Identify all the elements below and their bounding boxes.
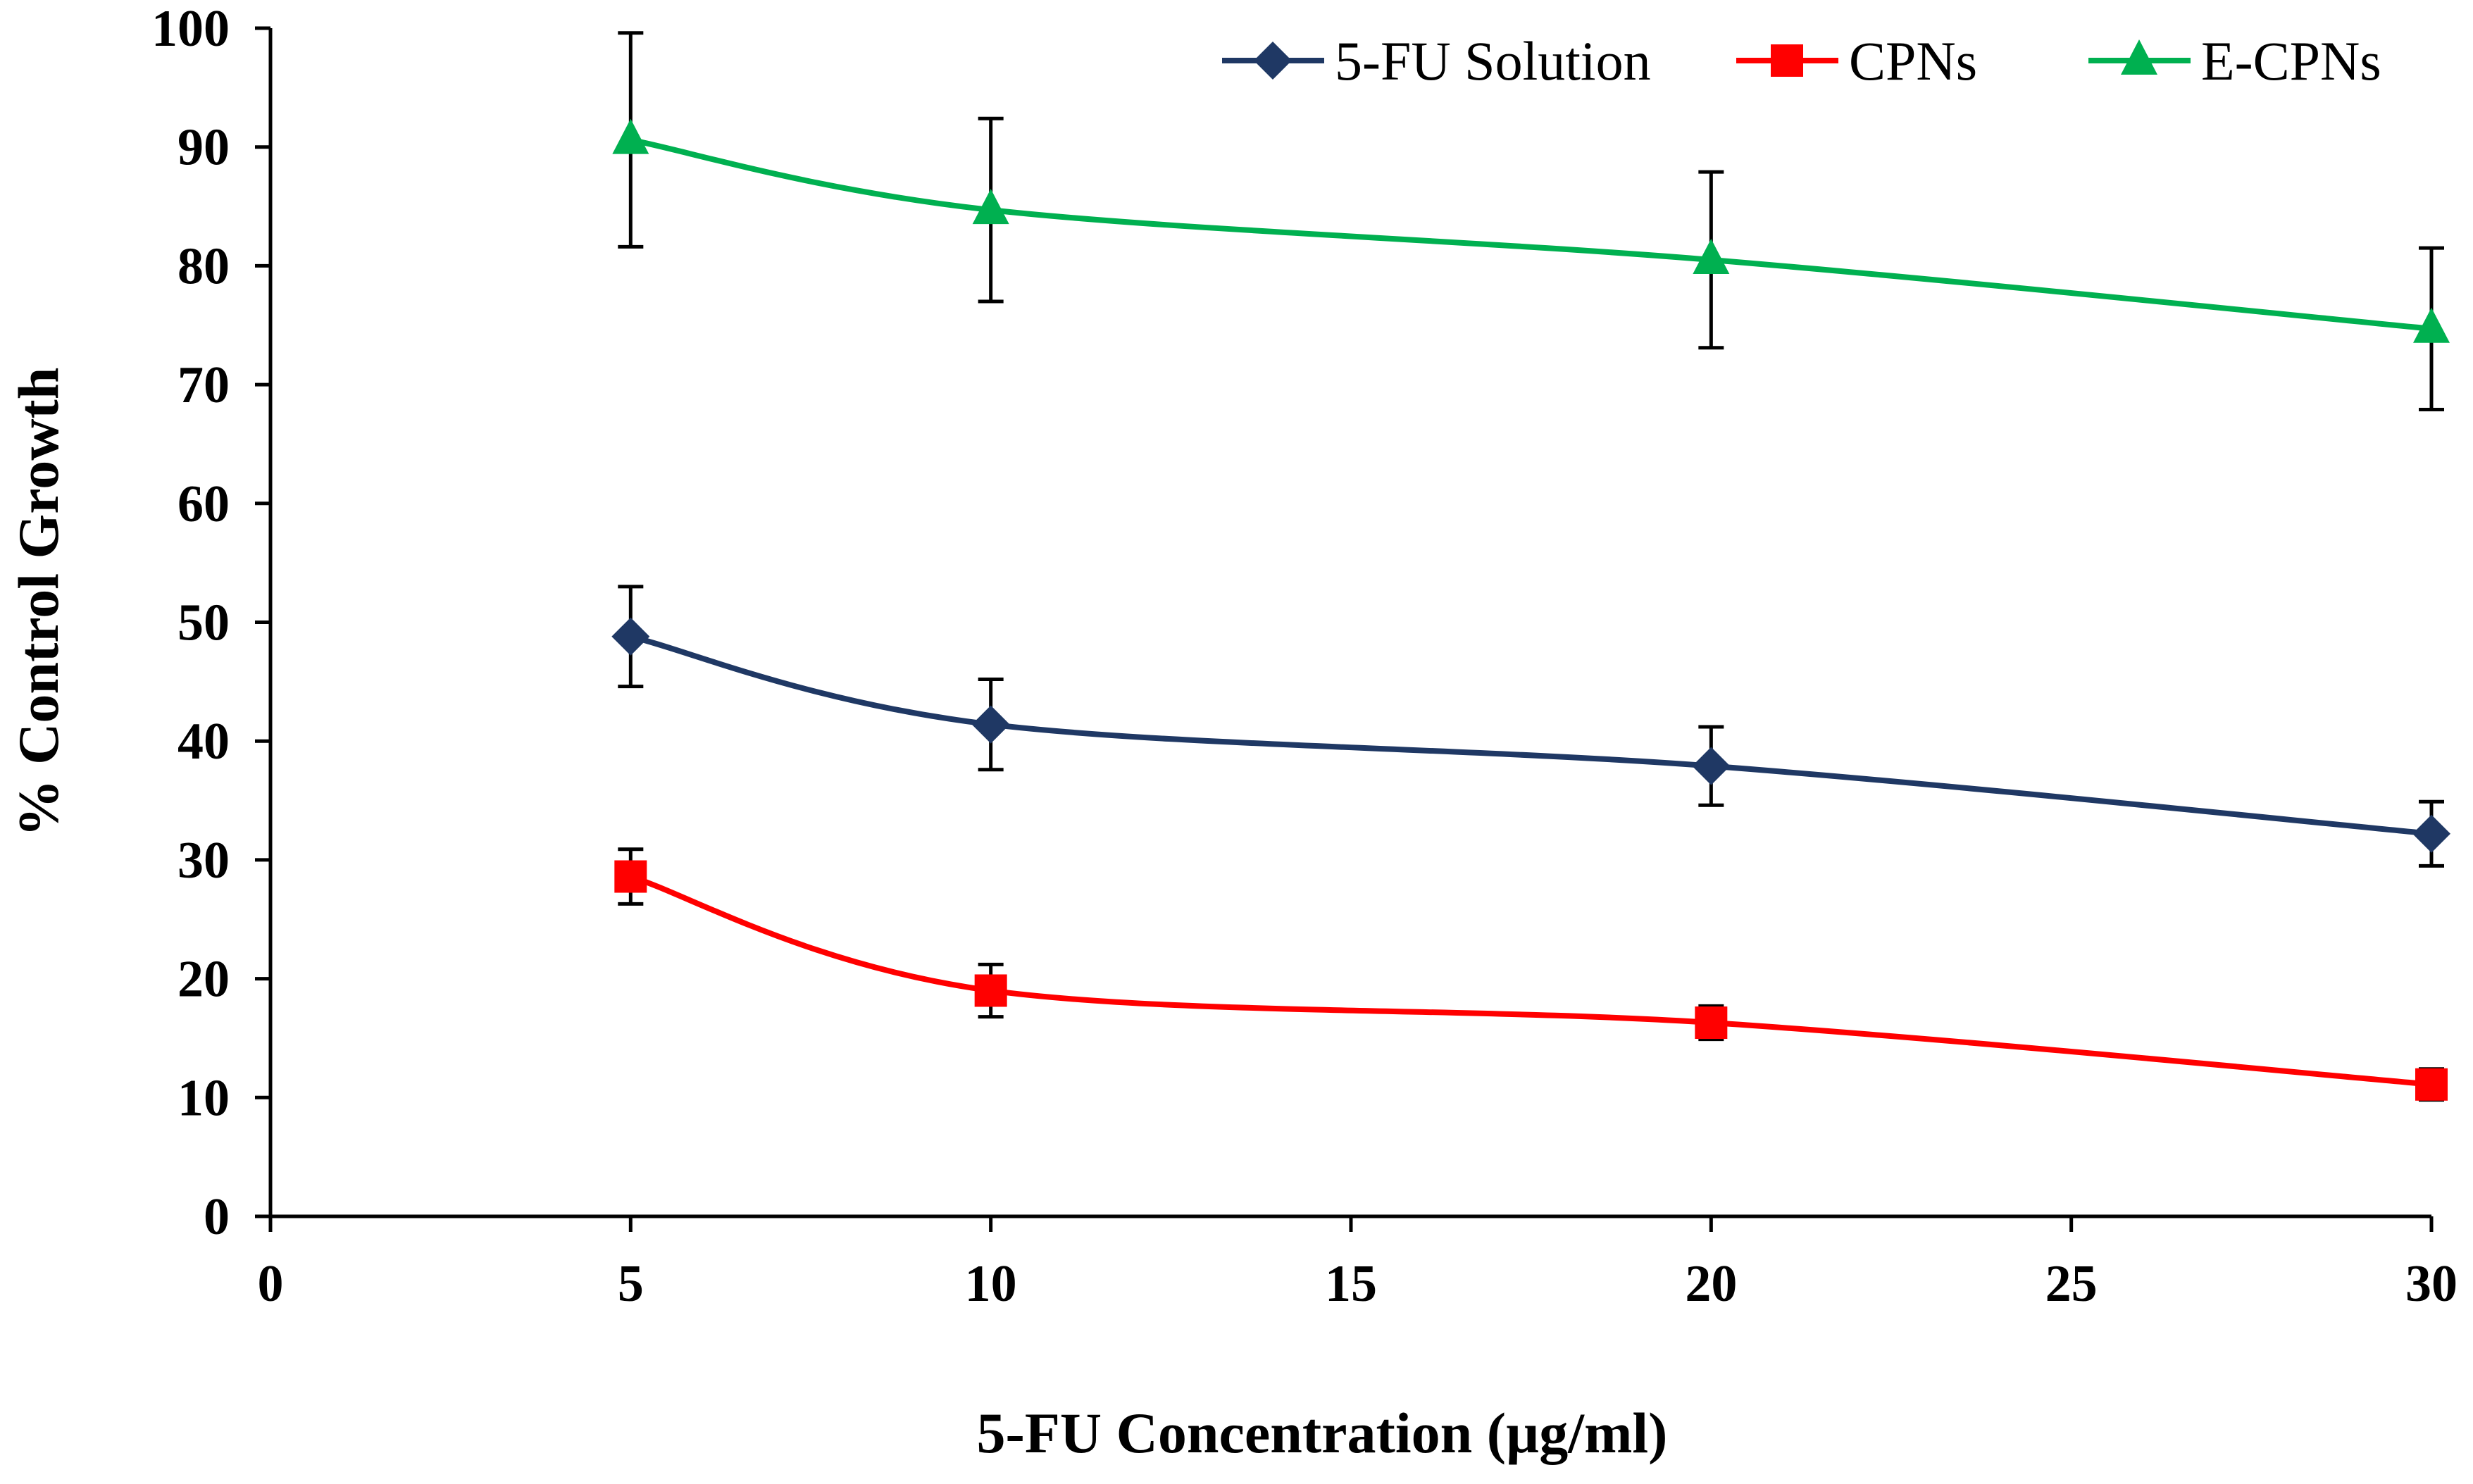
- legend: 5-FU Solution CPNs E-CPNs: [1222, 30, 2381, 92]
- data-point-cpns: [1695, 1006, 1728, 1040]
- data-point-e-cpns: [2413, 307, 2450, 343]
- data-point-5-fu-solution: [611, 617, 650, 656]
- y-tick-label: 0: [204, 1188, 230, 1246]
- y-tick-label: 30: [177, 832, 230, 890]
- series-e-cpns: [612, 31, 2450, 412]
- x-tick-label: 30: [2405, 1255, 2458, 1313]
- legend-item-e-cpns: E-CPNs: [2088, 30, 2381, 92]
- plot-area: [611, 31, 2450, 1102]
- y-tick-label: 70: [177, 356, 230, 414]
- axes: 0 10 20 30 40 50 60 70 80 90 100 0 5 10 15 20 25 30: [151, 0, 2458, 1313]
- series-line-cpns: [630, 873, 2432, 1087]
- y-tick-label: 20: [177, 951, 230, 1009]
- data-point-e-cpns: [612, 118, 649, 154]
- y-axis-ticks: 0 10 20 30 40 50 60 70 80 90 100: [151, 0, 270, 1246]
- x-tick-label: 5: [618, 1255, 644, 1313]
- data-point-5-fu-solution: [1692, 747, 1731, 785]
- x-axis-title: 5-FU Concentration (µg/ml): [977, 1401, 1668, 1465]
- data-point-e-cpns: [972, 189, 1009, 225]
- y-tick-label: 80: [177, 237, 230, 295]
- legend-label: CPNs: [1849, 30, 1977, 92]
- y-tick-label: 100: [151, 0, 230, 58]
- series-5-fu-solution: [611, 585, 2450, 868]
- legend-marker: [1254, 42, 1292, 80]
- data-point-cpns: [614, 860, 647, 893]
- x-axis-ticks: 0 5 10 15 20 25 30: [258, 1216, 2458, 1313]
- y-axis-title: % Control Growth: [6, 368, 70, 837]
- y-tick-label: 40: [177, 713, 230, 771]
- x-tick-label: 25: [2045, 1255, 2098, 1313]
- x-tick-label: 20: [1685, 1255, 1737, 1313]
- series-line-5-fu-solution: [630, 633, 2432, 837]
- x-tick-label: 10: [965, 1255, 1017, 1313]
- legend-item-5-fu-solution: 5-FU Solution: [1222, 30, 1651, 92]
- data-point-5-fu-solution: [971, 705, 1010, 744]
- series-line-e-cpns: [630, 137, 2432, 332]
- y-tick-label: 10: [177, 1069, 230, 1127]
- x-tick-label: 0: [258, 1255, 284, 1313]
- x-tick-label: 15: [1325, 1255, 1377, 1313]
- legend-marker: [2121, 39, 2157, 75]
- legend-marker: [1771, 44, 1803, 77]
- y-tick-label: 60: [177, 475, 230, 533]
- y-tick-label: 90: [177, 119, 230, 177]
- data-point-cpns: [2415, 1068, 2448, 1101]
- legend-item-cpns: CPNs: [1736, 30, 1977, 92]
- legend-label: 5-FU Solution: [1335, 30, 1651, 92]
- data-point-cpns: [974, 974, 1007, 1007]
- legend-label: E-CPNs: [2201, 30, 2381, 92]
- series-cpns: [614, 847, 2448, 1102]
- y-tick-label: 50: [177, 594, 230, 652]
- data-point-5-fu-solution: [2412, 814, 2450, 853]
- data-point-e-cpns: [1693, 238, 1730, 274]
